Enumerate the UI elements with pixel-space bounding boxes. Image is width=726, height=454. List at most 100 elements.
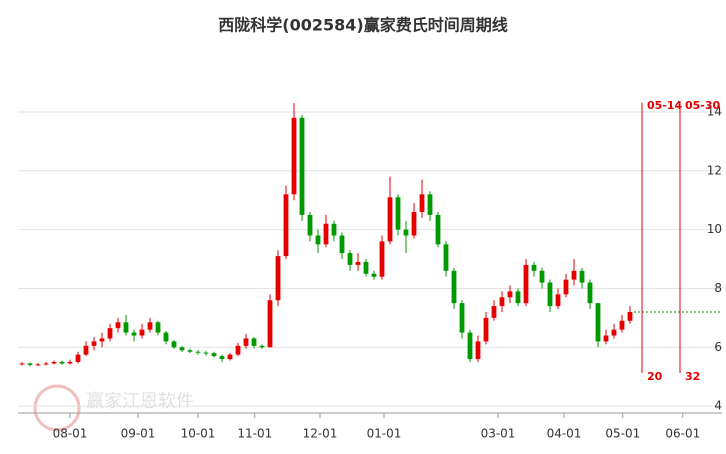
candle-body	[451, 270, 457, 304]
x-tick-label: 08-01	[53, 427, 88, 441]
candle-body	[187, 350, 193, 352]
candle-body	[531, 264, 537, 271]
candle-body	[179, 347, 185, 351]
cycle-date: 05-14	[647, 99, 683, 112]
watermark-logo: 赢家江恩软件	[33, 384, 194, 432]
candle-body	[131, 332, 137, 336]
x-tick-label: 05-01	[605, 427, 640, 441]
x-tick-label: 11-01	[237, 427, 272, 441]
candle-body	[403, 229, 409, 236]
candle-body	[307, 214, 313, 236]
candle-body	[435, 214, 441, 245]
candle-body	[331, 223, 337, 236]
candle-body	[323, 223, 329, 245]
candle-body	[475, 341, 481, 360]
candle-body	[147, 322, 153, 330]
candle-body	[59, 361, 65, 364]
candle-body	[539, 270, 545, 283]
y-tick-label: 6	[714, 340, 722, 354]
candle-body	[595, 303, 601, 342]
x-tick-label: 10-01	[181, 427, 216, 441]
candle-body	[43, 363, 49, 365]
candle-body	[587, 282, 593, 304]
candle-body	[243, 338, 249, 346]
candle-body	[387, 197, 393, 242]
candle-body	[563, 279, 569, 295]
candle-body	[507, 291, 513, 298]
candle-body	[267, 300, 273, 348]
candle-body	[27, 363, 33, 365]
candle-body	[163, 332, 169, 342]
candle-body	[371, 273, 377, 277]
candle-body	[571, 270, 577, 280]
candle-body	[171, 341, 177, 348]
candle-body	[467, 332, 473, 360]
candle-body	[75, 354, 81, 362]
x-tick-label: 01-01	[367, 427, 402, 441]
x-tick-label: 04-01	[547, 427, 582, 441]
candle-body	[139, 329, 145, 336]
candle-body	[547, 282, 553, 307]
y-tick-label: 8	[714, 281, 722, 295]
candle-body	[91, 341, 97, 346]
candle-body	[195, 351, 201, 353]
candle-body	[299, 117, 305, 215]
candle-body	[515, 291, 521, 304]
candle-body	[499, 297, 505, 307]
candle-body	[619, 320, 625, 330]
x-tick-label: 03-01	[481, 427, 516, 441]
candle-body	[443, 244, 449, 271]
x-tick-label: 12-01	[303, 427, 338, 441]
candle-body	[339, 235, 345, 254]
candle-body	[51, 361, 57, 364]
candle-body	[523, 264, 529, 304]
candle-body	[203, 352, 209, 354]
candle-body	[227, 354, 233, 360]
chart-title: 西陇科学(002584)赢家费氏时间周期线	[218, 16, 507, 35]
candle-body	[283, 194, 289, 257]
candle-body	[315, 235, 321, 245]
candle-body	[411, 211, 417, 236]
candle-body	[395, 197, 401, 230]
candle-body	[219, 356, 225, 360]
x-tick-label: 06-01	[665, 427, 700, 441]
candle-body	[99, 338, 105, 342]
cycle-count: 32	[685, 370, 700, 383]
candle-body	[555, 294, 561, 307]
candle-body	[363, 261, 369, 274]
candle-body	[483, 317, 489, 342]
candle-body	[627, 311, 633, 321]
candle-body	[251, 338, 257, 346]
candle-body	[275, 256, 281, 301]
candle-body	[379, 241, 385, 277]
candle-body	[123, 322, 129, 333]
candle-body	[427, 194, 433, 215]
y-tick-label: 4	[714, 399, 722, 413]
candle-body	[291, 117, 297, 195]
y-tick-label: 10	[707, 222, 722, 236]
x-tick-label: 09-01	[121, 427, 156, 441]
cycle-date: 05-30	[685, 99, 721, 112]
candle-body	[611, 329, 617, 336]
candle-body	[107, 328, 113, 339]
candle-body	[603, 335, 609, 342]
candle-body	[355, 261, 361, 265]
candle-body	[347, 253, 353, 265]
candle-body	[211, 353, 217, 357]
y-tick-label: 12	[707, 163, 722, 177]
candle-body	[491, 306, 497, 318]
candle-body	[35, 364, 41, 366]
candle-body	[419, 194, 425, 212]
candle-body	[83, 345, 89, 355]
y-tick-label: 14	[707, 104, 722, 118]
candle-body	[19, 363, 25, 365]
cycle-count: 20	[647, 370, 663, 383]
candle-body	[459, 303, 465, 333]
candle-body	[67, 361, 73, 364]
watermark: 赢家江恩软件	[86, 390, 194, 412]
candle-body	[235, 345, 241, 355]
candle-body	[155, 322, 161, 333]
candle-body	[259, 345, 265, 348]
candle-body	[115, 322, 121, 329]
